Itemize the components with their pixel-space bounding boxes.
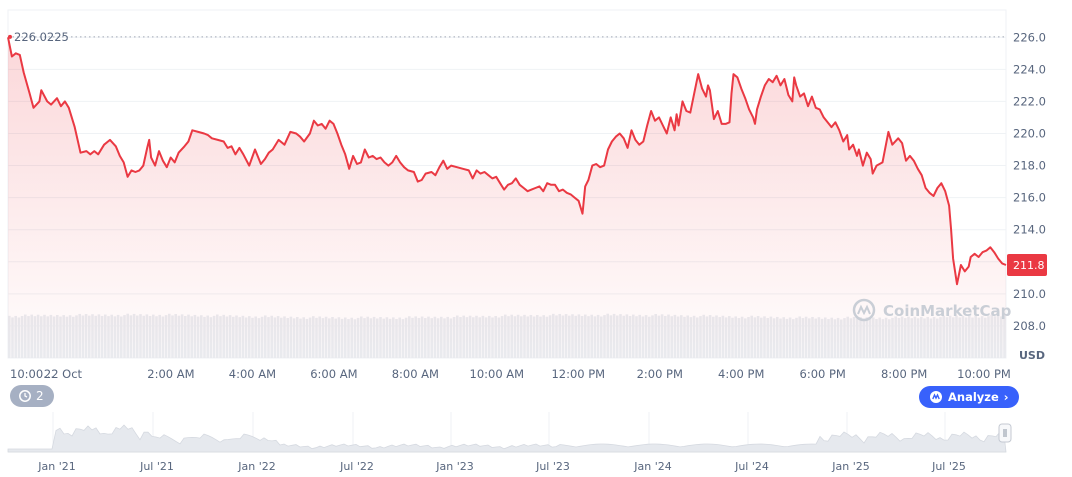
current-price-badge-bg [1007,253,1047,276]
navigator-tick-label: Jul '25 [931,460,966,473]
price-line[interactable] [7,37,1007,286]
analyze-button[interactable]: Analyze › [919,386,1019,408]
navigator-tick-label: Jan '22 [237,460,275,473]
x-tick-label: 8:00 PM [881,367,927,381]
reference-dot [8,34,12,39]
currency-label: USD [1019,349,1045,362]
x-tick-label: 6:00 PM [800,367,846,381]
x-tick-label: 6:00 AM [310,367,357,381]
history-clock-icon [19,390,31,402]
reference-label-group: 226.0225 [8,30,69,44]
watermark-text: CoinMarketCap [883,302,1012,320]
coinmarketcap-watermark: CoinMarketCap [852,298,1012,322]
current-price-label: 211.8 [1013,259,1045,272]
navigator-handle-body[interactable] [998,423,1012,443]
x-tick-label: 4:00 AM [229,367,276,381]
navigator-tick-label: Jan '25 [831,460,869,473]
x-tick-label: 22 Oct [44,367,83,381]
history-button[interactable]: 2 [10,385,54,407]
x-tick-label: 2:00 PM [637,367,683,381]
y-tick-label: 224.0 [1013,62,1046,76]
y-tick-label: 218.0 [1013,159,1046,173]
y-axis: 226.0224.0222.0220.0218.0216.0214.0212.0… [1013,30,1046,333]
price-area [8,37,1006,359]
y-tick-label: 208.0 [1013,319,1046,333]
x-tick-label: 8:00 AM [392,367,439,381]
y-tick-label: 210.0 [1013,287,1046,301]
x-tick-label: 4:00 PM [718,367,764,381]
navigator-ticks: Jan '21 Jul '21 Jan '22 Jul '22 Jan '23 Jul '… [37,460,966,473]
x-tick-label: 2:00 AM [147,367,194,381]
navigator-tick-label: Jul '23 [535,460,570,473]
y-tick-label: 220.0 [1013,126,1046,140]
x-tick-label: 12:00 PM [551,367,605,381]
y-tick-label: 222.0 [1013,94,1046,108]
analyze-label: Analyze [948,390,999,404]
navigator-tick-label: Jan '24 [633,460,671,473]
x-axis: 10:00...22 Oct 2:00 AM 4:00 AM 6:00 AM 8:00 … [10,367,1011,381]
x-tick-label: 10:00 AM [470,367,525,381]
current-price-badge: 211.8 [1007,253,1047,276]
navigator-area [7,424,1007,453]
navigator-tick-label: Jul '24 [734,460,769,473]
reference-label: 226.0225 [14,30,69,44]
navigator-tick-label: Jan '21 [37,460,75,473]
coinmarketcap-logo-wave [857,304,871,316]
chevron-right-icon: › [1003,390,1009,404]
y-tick-label: 226.0 [1013,30,1046,44]
navigator-tick-label: Jul '21 [139,460,174,473]
y-tick-label: 216.0 [1013,191,1046,205]
y-tick-label: 214.0 [1013,223,1046,237]
navigator-handle[interactable] [998,423,1012,443]
analyze-logo-icon [930,391,942,403]
history-count: 2 [36,389,44,403]
range-navigator[interactable]: Jan '21 Jul '21 Jan '22 Jul '22 Jan '23 Jul '… [7,412,1012,473]
x-tick-label: 10:00... [10,367,54,381]
x-tick-label: 10:00 PM [957,367,1011,381]
navigator-tick-label: Jan '23 [435,460,473,473]
navigator-tick-label: Jul '22 [339,460,374,473]
coinmarketcap-logo-icon [852,298,876,322]
